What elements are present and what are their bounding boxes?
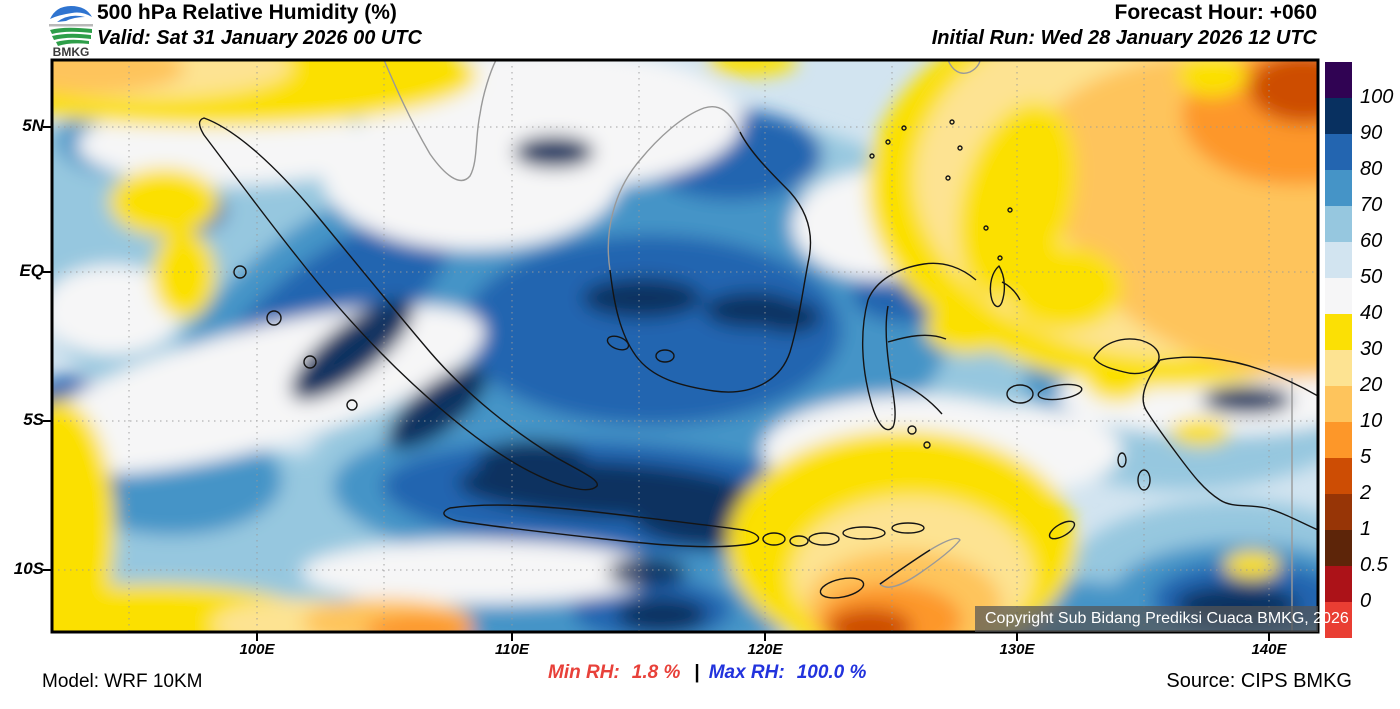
graticule-gridlines <box>52 60 1318 632</box>
y-axis-label: 5S <box>23 410 44 429</box>
humidity-map-canvas <box>43 58 1320 641</box>
colorbar-tick-label: 40 <box>1360 302 1383 324</box>
bmkg-logo-icon: BMKG <box>49 6 93 58</box>
colorbar-tick-label: 0.5 <box>1360 554 1388 576</box>
colorbar-segment <box>1325 530 1352 566</box>
min-max-rh: Min RH: 1.8 % | Max RH: 100.0 % <box>548 662 866 684</box>
colorbar-segment <box>1325 386 1352 422</box>
colorbar-tick-label: 0 <box>1360 590 1372 612</box>
colorbar-segment <box>1325 134 1352 170</box>
colorbar-segment <box>1325 170 1352 206</box>
logo-cloud-icon <box>50 6 92 19</box>
colorbar-tick-label: 1 <box>1360 518 1372 540</box>
humidity-map <box>43 58 1320 641</box>
max-rh-label: Max RH: <box>708 662 785 683</box>
colorbar-segment <box>1325 422 1352 458</box>
x-axis-label: 120E <box>747 641 783 658</box>
axis-ticks <box>43 126 1270 641</box>
y-axis-label: EQ <box>19 261 44 280</box>
colorbar-segment <box>1325 62 1352 98</box>
model-label: Model: WRF 10KM <box>42 671 203 692</box>
source-label: Source: CIPS BMKG <box>1166 670 1352 692</box>
colorbar-tick-label: 90 <box>1360 122 1383 144</box>
max-rh-value: 100.0 % <box>796 662 867 683</box>
colorbar-segment <box>1325 458 1352 494</box>
colorbar-tick-label: 70 <box>1360 194 1383 216</box>
colorbar-tick-label: 20 <box>1360 374 1383 396</box>
colorbar-segment <box>1325 314 1352 350</box>
colorbar-tick-label: 60 <box>1360 230 1383 252</box>
page-title: 500 hPa Relative Humidity (%) <box>97 1 397 24</box>
colorbar-segment <box>1325 98 1352 134</box>
colorbar-segment <box>1325 350 1352 386</box>
y-axis-label: 10S <box>13 559 44 578</box>
colorbar-segment <box>1325 278 1352 314</box>
colorbar-segment <box>1325 602 1352 638</box>
logo-wave-icon <box>50 27 92 34</box>
min-rh-value: 1.8 % <box>631 662 681 683</box>
humidity-field <box>52 60 1318 632</box>
colorbar-tick-label: 100 <box>1360 86 1394 108</box>
x-axis-label: 130E <box>999 641 1035 658</box>
initial-run-label: Initial Run: Wed 28 January 2026 12 UTC <box>931 27 1317 49</box>
colorbar-segment <box>1325 206 1352 242</box>
colorbar-segment <box>1325 242 1352 278</box>
x-axis-label: 100E <box>239 641 275 658</box>
colorbar-tick-label: 2 <box>1360 482 1372 504</box>
min-rh-label: Min RH: <box>548 662 620 683</box>
colorbar-segment <box>1325 494 1352 530</box>
colorbar-tick-label: 30 <box>1360 338 1383 360</box>
valid-time-label: Valid: Sat 31 January 2026 00 UTC <box>97 27 422 49</box>
forecast-hour-label: Forecast Hour: +060 <box>1114 1 1318 24</box>
y-axis-label: 5N <box>22 116 44 135</box>
x-axis-label: 110E <box>495 641 529 658</box>
min-max-separator: | <box>694 662 700 683</box>
copyright-watermark: Copyright Sub Bidang Prediksi Cuaca BMKG… <box>975 606 1349 632</box>
logo-text: BMKG <box>53 45 90 58</box>
colorbar-tick-label: 50 <box>1360 266 1383 288</box>
indonesia-coastlines <box>198 117 1318 599</box>
colorbar-tick-label: 5 <box>1360 446 1372 468</box>
colorbar-tick-label: 80 <box>1360 158 1383 180</box>
x-axis-label: 140E <box>1251 641 1287 658</box>
map-frame <box>43 58 1320 641</box>
colorbar-tick-label: 10 <box>1360 410 1383 432</box>
colorbar-segment <box>1325 566 1352 602</box>
